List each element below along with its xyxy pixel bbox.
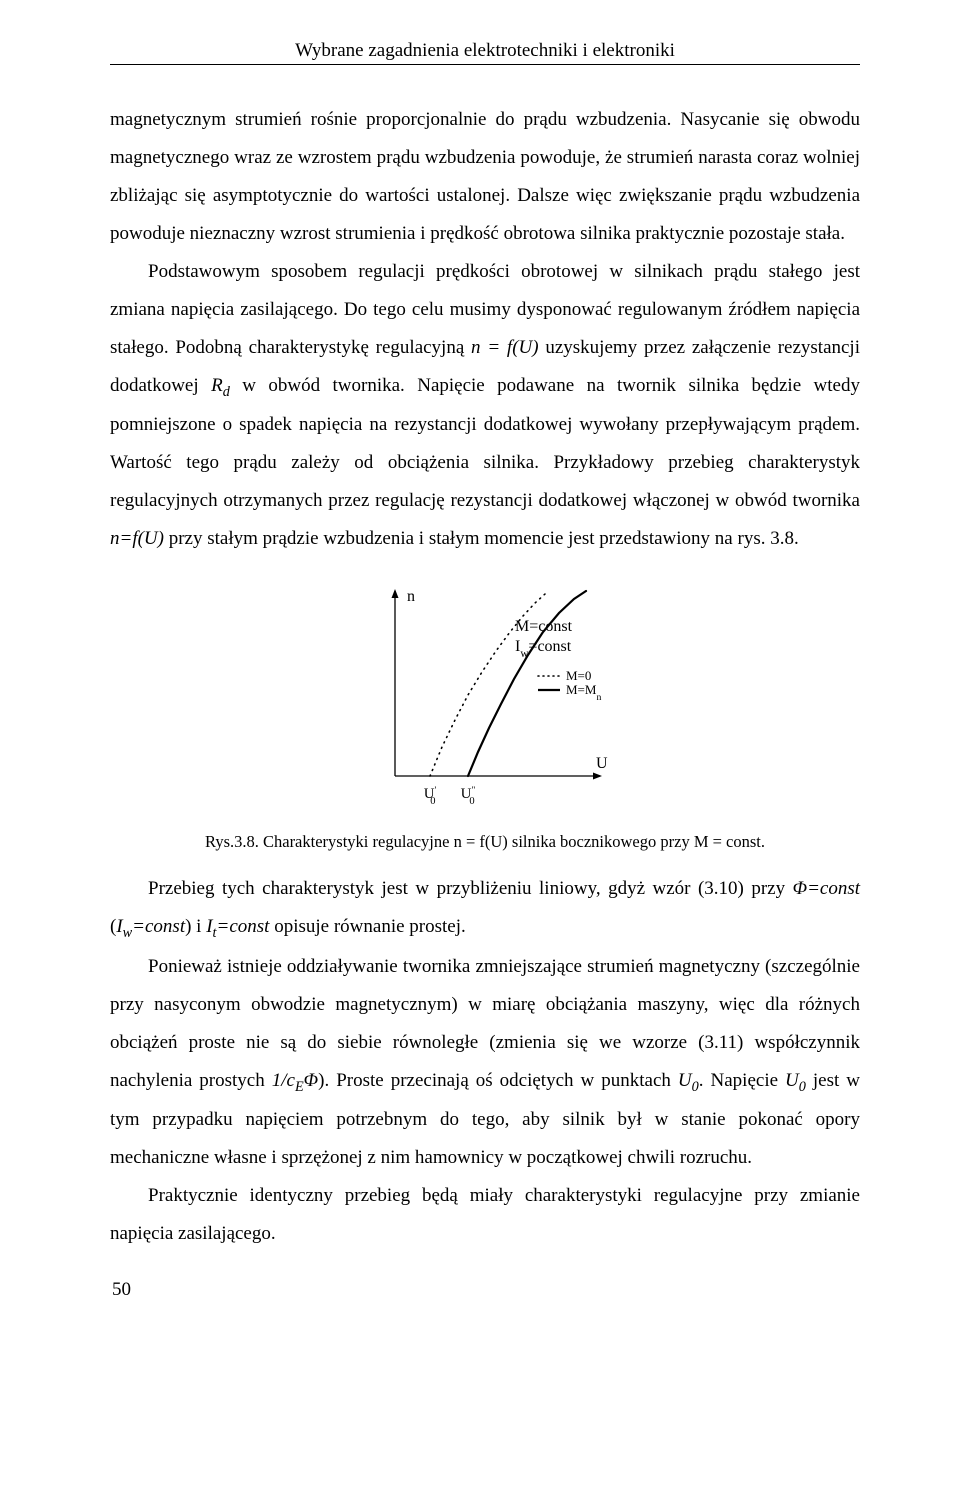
p3-Iw: Iw=const (116, 916, 185, 937)
svg-text:M=const: M=const (515, 618, 573, 635)
p2-Rd: Rd (211, 375, 230, 396)
p4-U0a: U0 (678, 1070, 699, 1091)
header-rule (110, 64, 860, 65)
svg-text:n: n (407, 588, 415, 605)
p2-nfu2: n=f(U) (110, 528, 164, 549)
p3-phi: Φ=const (793, 878, 860, 899)
p1-text: magnetycznym strumień rośnie proporcjona… (110, 109, 860, 244)
paragraph-5: Praktycznie identyczny przebieg będą mia… (110, 1177, 860, 1253)
p4-frac: 1/cEΦ (272, 1070, 318, 1091)
p3-It: It=const (206, 916, 269, 937)
paragraph-4: Ponieważ istnieje oddziaływanie twornika… (110, 948, 860, 1177)
p4-b: ). Proste przecinają oś odciętych w punk… (318, 1070, 678, 1091)
body-text-block: magnetycznym strumień rośnie proporcjona… (110, 101, 860, 558)
p4-c: . Napięcie (699, 1070, 785, 1091)
running-header: Wybrane zagadnienia elektrotechniki i el… (110, 40, 860, 62)
svg-text:U"0: U"0 (461, 785, 476, 807)
figure-caption: Rys.3.8. Charakterystyki regulacyjne n =… (110, 832, 860, 852)
paragraph-1: magnetycznym strumień rośnie proporcjona… (110, 101, 860, 253)
figure-svg: n U M=const Iw=const M=0M=Mn U'0 U"0 (340, 576, 630, 821)
p3-c: ) i (185, 916, 206, 937)
p3-a: Przebieg tych charakterystyk jest w przy… (148, 878, 793, 899)
p4-U0b: U0 (785, 1070, 806, 1091)
p2-nfu: n = f(U) (471, 337, 539, 358)
body-text-block-2: Przebieg tych charakterystyk jest w przy… (110, 870, 860, 1253)
svg-text:M=0: M=0 (566, 668, 591, 683)
p5-text: Praktycznie identyczny przebieg będą mia… (110, 1185, 860, 1244)
svg-text:U'0: U'0 (424, 785, 437, 807)
paragraph-3: Przebieg tych charakterystyk jest w przy… (110, 870, 860, 947)
page-number: 50 (112, 1279, 860, 1301)
paragraph-2: Podstawowym sposobem regulacji prędkości… (110, 253, 860, 558)
svg-text:M=Mn: M=Mn (566, 682, 601, 703)
p2-d: przy stałym prądzie wzbudzenia i stałym … (164, 528, 799, 549)
figure-3-8: n U M=const Iw=const M=0M=Mn U'0 U"0 (110, 576, 860, 826)
svg-text:Iw=const: Iw=const (515, 638, 572, 660)
p3-d: opisuje równanie prostej. (269, 916, 465, 937)
svg-text:U: U (596, 755, 608, 772)
